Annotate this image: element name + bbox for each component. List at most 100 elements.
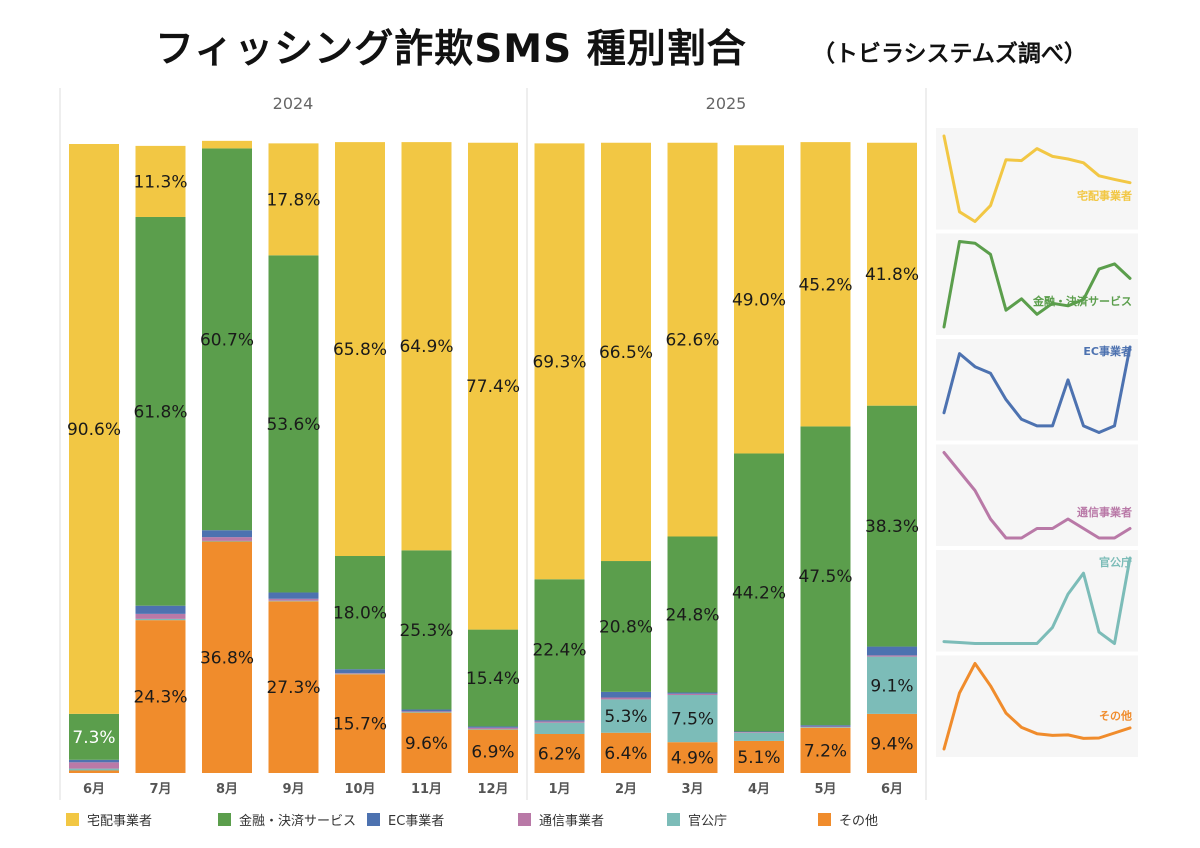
bar-kankocho-13 [867, 656, 917, 714]
bar-kinyu-12 [800, 426, 851, 726]
data-label-sonota-8: 6.2% [538, 745, 581, 765]
legend-label: その他 [839, 813, 879, 829]
data-label-takuhai-8: 69.3% [532, 352, 586, 372]
legend-item-kinyu: 金融・決済サービス [218, 808, 356, 830]
bar-ec-7 [468, 726, 518, 728]
data-label-kinyu-4: 53.6% [266, 415, 320, 435]
data-label-kinyu-10: 24.8% [665, 606, 719, 626]
bar-tsushin-3 [202, 537, 252, 541]
bar-takuhai-5 [335, 142, 385, 556]
sparkline-bg-ec [936, 339, 1138, 441]
year-label-2024: 2024 [273, 94, 314, 113]
data-label-kinyu-11: 44.2% [732, 584, 786, 604]
bar-takuhai-4 [268, 143, 319, 256]
bar-takuhai-7 [468, 142, 518, 630]
bar-tsushin-6 [401, 711, 452, 712]
bar-kinyu-3 [202, 148, 252, 531]
data-label-kankocho-10: 7.5% [671, 710, 714, 730]
data-label-sonota-11: 5.1% [737, 748, 780, 768]
bar-kinyu-7 [468, 629, 518, 727]
bar-kankocho-3 [202, 540, 252, 542]
chart-title: フィッシング詐欺SMS 種別割合 [155, 27, 747, 72]
bar-kinyu-8 [534, 579, 585, 721]
bar-takuhai-1 [69, 144, 119, 714]
data-label-kinyu-8: 22.4% [532, 641, 586, 661]
bar-sonota-10 [667, 742, 718, 773]
bar-takuhai-11 [734, 145, 784, 454]
bar-ec-10 [667, 692, 718, 694]
bar-sonota-1 [69, 770, 119, 773]
bar-takuhai-9 [601, 142, 651, 562]
bar-kinyu-9 [601, 561, 651, 692]
bar-takuhai-12 [800, 142, 851, 427]
bar-ec-1 [69, 759, 119, 763]
data-label-kinyu-1: 7.3% [72, 728, 115, 748]
bar-kinyu-1 [69, 713, 119, 760]
bar-kankocho-5 [335, 673, 385, 675]
bar-ec-2 [135, 605, 186, 614]
bar-ec-3 [202, 530, 252, 538]
legend-item-ec: EC事業者 [367, 808, 444, 830]
data-label-sonota-6: 9.6% [405, 734, 448, 754]
bar-sonota-11 [734, 740, 784, 773]
bar-kinyu-11 [734, 453, 784, 732]
data-label-takuhai-13: 41.8% [865, 265, 919, 285]
legend-label: 金融・決済サービス [239, 813, 357, 829]
legend-label: 通信事業者 [539, 813, 605, 829]
legend-label: EC事業者 [388, 813, 445, 829]
month-label-13: 6月 [881, 782, 903, 797]
month-label-5: 10月 [344, 782, 375, 797]
month-label-3: 8月 [216, 782, 238, 797]
sparkline-bg-sonota [936, 655, 1138, 757]
data-label-takuhai-6: 64.9% [399, 337, 453, 357]
legend-item-kankocho: 官公庁 [667, 808, 727, 830]
bar-kankocho-10 [667, 695, 718, 743]
bar-tsushin-7 [468, 727, 518, 729]
bar-kankocho-8 [534, 722, 585, 734]
bar-kinyu-5 [335, 555, 385, 670]
legend-swatch [518, 812, 531, 826]
sparkline-tsushin [942, 451, 1132, 540]
bar-kinyu-2 [135, 216, 186, 606]
month-label-6: 11月 [411, 782, 442, 797]
sparkline-bg-tsushin [936, 444, 1138, 546]
bar-ec-11 [734, 731, 784, 733]
bar-tsushin-9 [601, 697, 651, 700]
bar-ec-12 [800, 725, 851, 727]
data-label-sonota-3: 36.8% [200, 648, 254, 668]
data-label-kankocho-13: 9.1% [870, 676, 913, 696]
chart-subtitle: （トビラシステムズ調べ） [812, 41, 1087, 67]
bar-takuhai-13 [867, 142, 917, 406]
bar-ec-9 [601, 691, 651, 698]
data-label-takuhai-10: 62.6% [665, 331, 719, 351]
data-label-sonota-2: 24.3% [133, 688, 187, 708]
legend-swatch [218, 812, 231, 826]
bar-kinyu-10 [667, 536, 718, 693]
bar-kankocho-6 [401, 711, 452, 713]
sparkline-ec [942, 345, 1132, 434]
bar-tsushin-5 [335, 672, 385, 674]
data-label-kinyu-7: 15.4% [466, 669, 520, 689]
data-label-sonota-13: 9.4% [870, 734, 913, 754]
bar-tsushin-10 [667, 693, 718, 696]
data-label-kinyu-9: 20.8% [599, 617, 653, 637]
bar-kankocho-1 [69, 768, 119, 771]
month-label-12: 5月 [814, 782, 836, 797]
bar-tsushin-2 [135, 613, 186, 619]
data-label-kinyu-5: 18.0% [333, 604, 387, 624]
bar-kankocho-9 [601, 699, 651, 733]
month-label-2: 7月 [149, 782, 171, 797]
data-label-kinyu-3: 60.7% [200, 330, 254, 350]
bar-takuhai-10 [667, 142, 718, 537]
bar-kankocho-2 [135, 618, 186, 621]
bar-kinyu-6 [401, 550, 452, 710]
month-label-9: 2月 [615, 782, 637, 797]
month-label-1: 6月 [83, 782, 105, 797]
bar-kankocho-11 [734, 732, 784, 741]
legend-label: 宅配事業者 [87, 813, 153, 829]
data-label-sonota-10: 4.9% [671, 749, 714, 769]
year-label-2025: 2025 [706, 94, 747, 113]
data-label-sonota-4: 27.3% [266, 678, 320, 698]
bar-sonota-9 [601, 732, 651, 773]
